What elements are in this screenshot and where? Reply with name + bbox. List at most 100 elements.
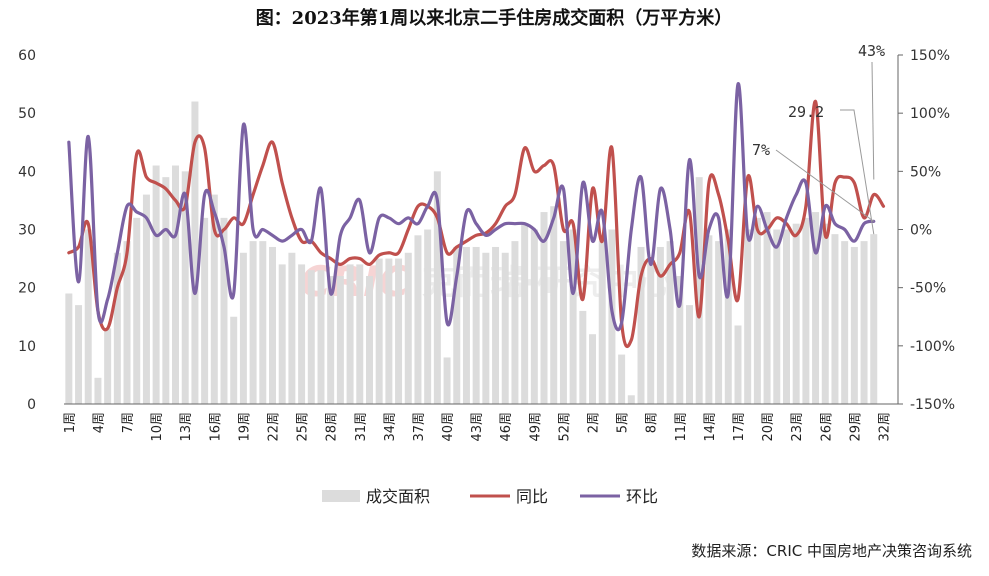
annotation-leader-2 <box>775 149 875 222</box>
x-tick-label-78: 26周 <box>819 412 834 442</box>
lines-layer <box>67 82 886 348</box>
x-tick-label-48: 49周 <box>528 412 543 442</box>
bar-19 <box>249 241 257 404</box>
bar-0 <box>65 293 73 404</box>
right-tick-label-3: 0% <box>910 223 932 239</box>
left-tick-label-1: 10 <box>18 339 36 355</box>
bar-62 <box>666 241 674 404</box>
bar-27 <box>327 276 335 404</box>
bar-9 <box>152 165 160 404</box>
bar-64 <box>686 305 693 404</box>
bar-39 <box>443 357 451 404</box>
annotation-label-0: 43% <box>858 42 885 60</box>
annotation-label-1: 29.2 <box>788 103 824 121</box>
bar-5 <box>113 252 121 404</box>
right-tick-label-0: -150% <box>910 397 955 413</box>
legend-swatch-bar <box>322 490 360 502</box>
bar-36 <box>414 235 422 404</box>
bar-13 <box>191 101 199 404</box>
bar-47 <box>521 223 529 404</box>
right-tick-label-2: -50% <box>910 281 946 297</box>
bar-2 <box>84 229 92 404</box>
bar-12 <box>181 171 189 404</box>
x-tick-label-36: 37周 <box>412 412 427 442</box>
bar-80 <box>841 241 849 404</box>
bar-15 <box>210 194 218 404</box>
x-tick-label-75: 23周 <box>790 412 805 442</box>
bar-16 <box>220 217 228 404</box>
legend-label-yoy: 同比 <box>516 487 548 506</box>
bar-49 <box>540 212 548 404</box>
right-tick-label-4: 50% <box>910 164 941 180</box>
bar-14 <box>201 217 209 404</box>
bar-35 <box>404 252 412 404</box>
annotations-layer: 43% 29.2 7% <box>752 42 885 235</box>
bar-51 <box>559 241 567 404</box>
bar-59 <box>637 246 645 404</box>
bar-7 <box>133 217 141 404</box>
bar-69 <box>734 325 742 404</box>
right-tick-label-1: -100% <box>910 339 955 355</box>
legend: 成交面积 同比 环比 <box>322 487 658 506</box>
x-tick-label-18: 19周 <box>237 412 252 442</box>
x-tick-label-54: 2周 <box>587 412 602 433</box>
x-tick-label-24: 25周 <box>296 412 311 442</box>
x-tick-label-39: 40周 <box>441 412 456 442</box>
x-tick-label-60: 8周 <box>645 412 660 433</box>
bar-44 <box>492 246 500 404</box>
bar-66 <box>705 235 713 404</box>
bar-78 <box>821 223 829 404</box>
x-tick-label-57: 5周 <box>616 412 631 433</box>
left-tick-label-5: 50 <box>18 106 36 122</box>
bar-61 <box>656 246 664 404</box>
bar-52 <box>569 229 577 404</box>
bar-65 <box>695 177 703 404</box>
bar-60 <box>647 258 655 404</box>
watermark-logo: CRIC <box>300 257 410 306</box>
x-tick-label-15: 16周 <box>208 412 223 442</box>
bar-6 <box>123 241 131 404</box>
bar-29 <box>346 264 354 404</box>
bar-24 <box>298 264 306 404</box>
axes-layer: 0 10 20 30 40 50 60 -150% -100% -50% 0% 50% 100% 150% <box>18 48 955 413</box>
bar-82 <box>860 241 868 404</box>
series-line-yoy <box>67 99 886 348</box>
x-tick-label-69: 17周 <box>732 412 747 442</box>
bar-42 <box>472 246 480 404</box>
bar-31 <box>365 276 373 404</box>
annotation-label-2: 7% <box>752 141 770 159</box>
bar-57 <box>618 354 626 404</box>
bar-37 <box>424 229 432 404</box>
bar-83 <box>870 234 878 404</box>
x-tick-label-12: 13周 <box>179 412 194 442</box>
bar-45 <box>501 252 509 404</box>
bar-76 <box>802 217 810 404</box>
x-axis-labels: 1周 4周 7周 10周 13周 16周 19周 22周 25周 28周 31周 34周 37周 40周 4… <box>63 412 893 442</box>
x-tick-label-21: 22周 <box>267 412 282 442</box>
bar-11 <box>172 165 180 404</box>
bar-73 <box>773 229 781 404</box>
bar-20 <box>259 241 267 404</box>
left-tick-label-0: 0 <box>27 397 36 413</box>
x-tick-label-33: 34周 <box>383 412 398 442</box>
left-tick-label-6: 60 <box>18 48 36 64</box>
annotation-leader-1 <box>840 109 875 235</box>
bar-71 <box>753 217 761 404</box>
x-tick-label-81: 29周 <box>848 412 863 442</box>
x-tick-label-45: 46周 <box>499 412 514 442</box>
bar-4 <box>104 328 112 404</box>
bar-3 <box>94 377 102 404</box>
left-tick-label-4: 40 <box>18 164 36 180</box>
bar-22 <box>278 264 286 404</box>
x-tick-label-72: 20周 <box>761 412 776 442</box>
x-tick-label-27: 28周 <box>325 412 340 442</box>
x-tick-label-3: 4周 <box>92 412 107 433</box>
x-tick-label-0: 1周 <box>63 412 78 433</box>
bar-1 <box>75 305 83 404</box>
bar-63 <box>676 276 684 404</box>
bar-68 <box>724 229 732 404</box>
bar-17 <box>230 316 238 404</box>
x-tick-label-51: 52周 <box>557 412 572 442</box>
legend-label-mom: 环比 <box>626 487 658 506</box>
bar-75 <box>792 223 800 404</box>
